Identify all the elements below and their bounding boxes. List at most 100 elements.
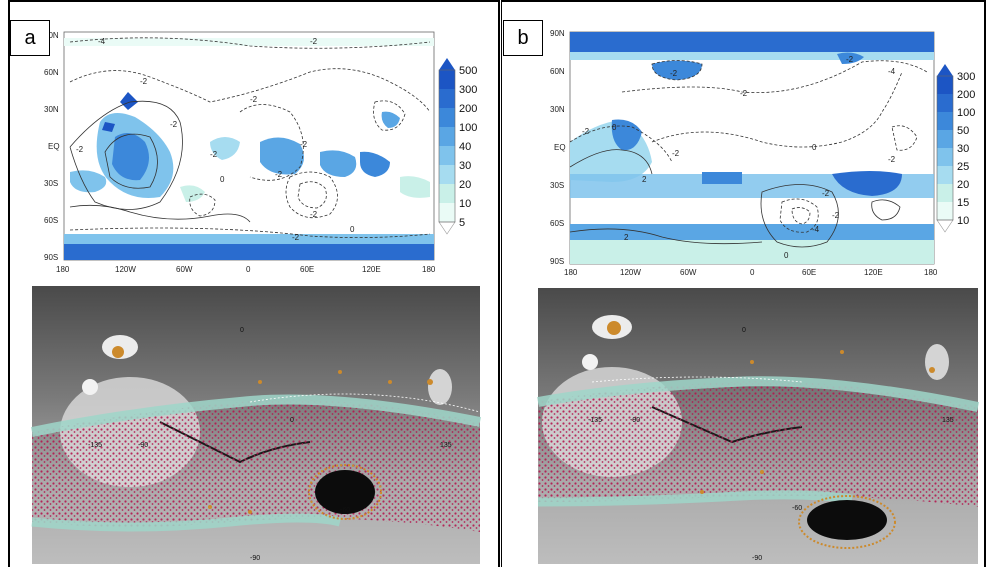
mars-grid-label: -90 [752, 555, 762, 562]
lon-tick-label: 60W [680, 268, 697, 277]
contour-label: -2 [888, 155, 896, 164]
lat-tick-label: 90N [44, 31, 59, 40]
lon-axis: 180 120W 60W 0 60E 120E 180 [56, 265, 436, 274]
colorbar-swatch [439, 108, 455, 127]
lat-tick-label: 60S [550, 219, 564, 228]
contour-map-a: -4 -2 -2 -2 0 -2 -2 -2 -2 -2 -2 -2 0 90N… [44, 31, 477, 274]
shade-region [120, 92, 138, 110]
mars-bright-region [428, 369, 452, 405]
mars-dark-basin [315, 470, 375, 514]
contour-label: -2 [300, 140, 308, 149]
colorbar-swatch [937, 130, 953, 148]
colorbar-label: 20 [957, 179, 969, 191]
mars-teal-outline [537, 490, 853, 507]
contour-label: -2 [740, 89, 748, 98]
lon-tick-label: 180 [564, 268, 578, 277]
lon-axis: 180 120W 60W 0 60E 120E 180 [564, 268, 938, 277]
colorbar-label: 500 [459, 65, 477, 77]
colorbar-label: 15 [957, 197, 969, 209]
colorbar-swatch [439, 89, 455, 108]
lon-tick-label: 120E [864, 268, 883, 277]
lon-tick-label: 120W [620, 268, 641, 277]
colorbar-arrow-bottom [438, 221, 456, 235]
colorbar-label: 30 [459, 160, 471, 172]
mars-dark-basin [807, 500, 887, 540]
mars-grid-label: -90 [138, 442, 148, 449]
mars-orange-ring [798, 495, 896, 549]
contour-label: -2 [210, 150, 218, 159]
colorbar-label: 300 [957, 71, 975, 83]
lon-tick-label: 60E [300, 265, 314, 274]
shade-region [837, 52, 864, 64]
colorbar-label: 5 [459, 217, 465, 229]
shade-region [260, 137, 304, 175]
lon-tick-label: 60E [802, 268, 816, 277]
mars-grid-label: -60 [340, 507, 350, 514]
colorbar-swatch [937, 112, 953, 130]
contour-labels: -4 -2 -2 -2 0 -2 -2 -2 -2 -2 -2 -2 0 [76, 37, 355, 242]
colorbar-b: 300 200 100 50 30 25 20 15 10 [936, 64, 975, 233]
mars-grid-label: 135 [942, 417, 954, 424]
colorbar-label: 10 [459, 198, 471, 210]
lat-axis: 90N 60N 30N EQ 30S 60S 90S [550, 29, 566, 266]
lat-tick-label: EQ [48, 142, 60, 151]
mars-teal-outline [31, 394, 481, 437]
lat-axis: 90N 60N 30N EQ 30S 60S 90S [44, 31, 60, 262]
lat-tick-label: 30S [44, 179, 58, 188]
mars-grid-label: -90 [250, 555, 260, 562]
contour-label: -2 [310, 37, 318, 46]
colorbar-a: 500 300 200 100 40 30 20 10 5 [438, 58, 477, 235]
lon-tick-label: 120E [362, 265, 381, 274]
colorbar-label: 300 [459, 84, 477, 96]
contour-label: -2 [250, 95, 258, 104]
contour-label: -4 [98, 37, 106, 46]
shade-region [570, 52, 934, 60]
mars-crimson-dots [538, 381, 978, 507]
shade-region [320, 150, 357, 177]
colorbar-swatch [937, 184, 953, 202]
colorbar-swatch [439, 203, 455, 222]
colorbar-swatch [937, 148, 953, 166]
shade-region [652, 60, 702, 80]
panel-b-figure: -2 -2 -2 -4 -2 0 -2 0 -2 2 0 -2 2 -4 -2 … [537, 29, 980, 564]
lat-tick-label: EQ [554, 143, 566, 152]
lat-tick-label: 60N [550, 67, 565, 76]
lat-tick-label: 90S [550, 257, 564, 266]
contour-label: 0 [784, 251, 789, 260]
colorbar-label: 100 [957, 107, 975, 119]
shade-region [64, 38, 434, 46]
lat-tick-label: 60N [44, 68, 59, 77]
mars-bright-region [82, 379, 98, 395]
lat-tick-label: 30N [550, 105, 565, 114]
contour-label: -2 [846, 55, 854, 64]
mars-bright-region [582, 354, 598, 370]
colorbar-label: 40 [459, 141, 471, 153]
colorbar-arrow-bottom [936, 219, 954, 233]
colorbar-label: 50 [957, 125, 969, 137]
contour-lines [569, 60, 928, 248]
mars-grid-label: -60 [792, 505, 802, 512]
shade-region [70, 170, 107, 193]
shade-region [570, 32, 934, 52]
lon-tick-label: 60W [176, 265, 193, 274]
mars-grid-labels: -135 -90 -60 0 135 -90 [588, 327, 954, 562]
mars-grid-label: -135 [88, 442, 102, 449]
mars-teal-outline [31, 513, 342, 532]
colorbar-swatch [439, 184, 455, 203]
contour-labels: -2 -2 -2 -4 -2 0 -2 0 -2 2 0 -2 2 -4 -2 [582, 55, 896, 260]
contour-label: -4 [888, 67, 896, 76]
lon-tick-label: 180 [56, 265, 70, 274]
shade-region [570, 224, 934, 240]
contour-label: 2 [624, 233, 629, 242]
contour-label: -2 [275, 170, 283, 179]
panel-a: -4 -2 -2 -2 0 -2 -2 -2 -2 -2 -2 -2 0 90N… [8, 0, 500, 567]
contour-label: 0 [350, 225, 355, 234]
colorbar-swatch [439, 127, 455, 146]
lat-tick-label: 90S [44, 253, 58, 262]
colorbar-label: 20 [459, 179, 471, 191]
colorbar-label: 30 [957, 143, 969, 155]
colorbar-swatch [439, 146, 455, 165]
lon-tick-label: 0 [750, 268, 755, 277]
colorbar-frame [438, 69, 456, 223]
lon-tick-label: 120W [115, 265, 136, 274]
